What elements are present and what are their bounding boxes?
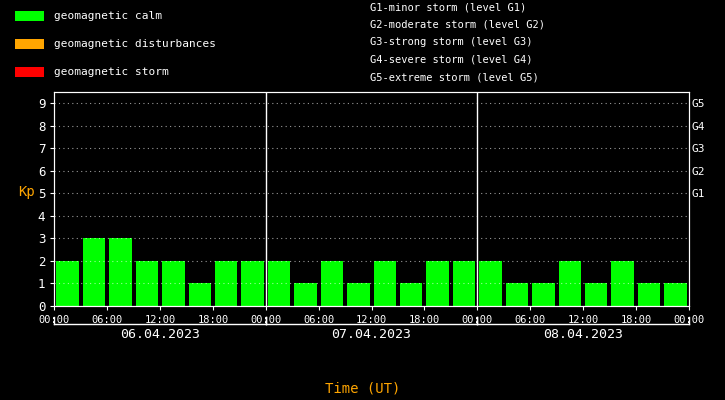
Text: G2-moderate storm (level G2): G2-moderate storm (level G2) [370,20,544,30]
Bar [241,261,264,306]
Bar [453,261,476,306]
Y-axis label: Kp: Kp [18,185,35,199]
Bar [611,261,634,306]
Bar [14,67,44,78]
Bar [320,261,343,306]
Bar [638,284,660,306]
Text: geomagnetic calm: geomagnetic calm [54,11,162,21]
Text: 06.04.2023: 06.04.2023 [120,328,200,341]
Bar [109,238,132,306]
Text: G4-severe storm (level G4): G4-severe storm (level G4) [370,55,532,65]
Bar [268,261,290,306]
Bar [14,10,44,21]
Text: G5-extreme storm (level G5): G5-extreme storm (level G5) [370,72,539,82]
Bar [585,284,608,306]
Text: geomagnetic disturbances: geomagnetic disturbances [54,39,216,49]
Bar [664,284,687,306]
Text: G3-strong storm (level G3): G3-strong storm (level G3) [370,37,532,47]
Bar [506,284,529,306]
Text: G1-minor storm (level G1): G1-minor storm (level G1) [370,2,526,12]
Bar [532,284,555,306]
Bar [57,261,79,306]
Bar [215,261,237,306]
Bar [162,261,185,306]
Bar [14,39,44,49]
Bar [373,261,396,306]
Bar [558,261,581,306]
Bar [426,261,449,306]
Text: 08.04.2023: 08.04.2023 [543,328,623,341]
Bar [83,238,105,306]
Bar [136,261,158,306]
Bar [188,284,211,306]
Text: 07.04.2023: 07.04.2023 [331,328,412,341]
Bar [400,284,423,306]
Text: geomagnetic storm: geomagnetic storm [54,67,169,77]
Bar [479,261,502,306]
Text: Time (UT): Time (UT) [325,382,400,396]
Bar [347,284,370,306]
Bar [294,284,317,306]
